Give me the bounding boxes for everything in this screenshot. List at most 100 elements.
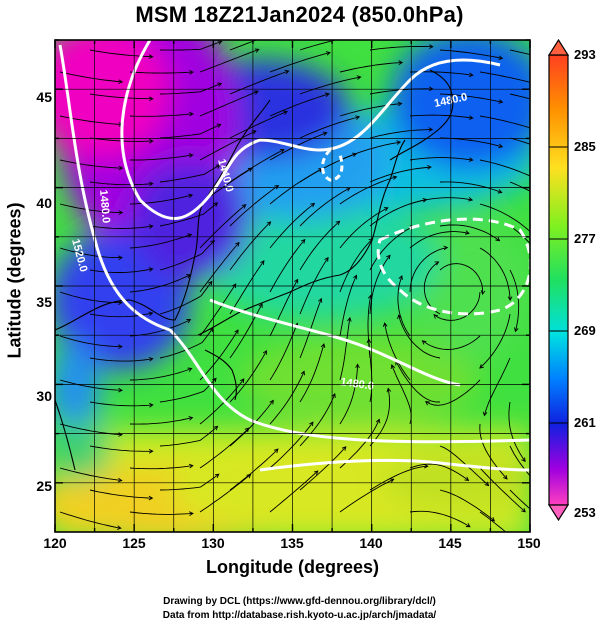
streamline bbox=[159, 426, 218, 447]
streamline bbox=[509, 93, 530, 100]
gridlines bbox=[55, 40, 530, 532]
streamline-arrow bbox=[347, 316, 352, 322]
streamline-arrow bbox=[356, 75, 362, 80]
streamline-arrow bbox=[495, 236, 501, 242]
streamline-arrow bbox=[260, 260, 265, 265]
streamline-arrow bbox=[313, 470, 319, 475]
streamline-arrow bbox=[482, 411, 488, 417]
streamline bbox=[422, 335, 481, 350]
streamline-arrow bbox=[300, 238, 306, 244]
streamline-arrow bbox=[397, 314, 402, 320]
streamline-arrow bbox=[254, 48, 260, 53]
streamline-arrow bbox=[118, 255, 123, 260]
streamline-arrow bbox=[234, 329, 239, 334]
streamline bbox=[199, 427, 250, 469]
streamline bbox=[59, 335, 122, 348]
streamline bbox=[229, 111, 288, 139]
y-axis-label: Latitude (degrees) bbox=[4, 202, 25, 359]
streamline-arrow bbox=[468, 72, 474, 78]
streamline-arrow bbox=[434, 261, 440, 266]
streamline-arrow bbox=[188, 416, 194, 421]
streamline-arrow bbox=[324, 92, 330, 98]
streamline-arrow bbox=[118, 165, 124, 171]
streamline bbox=[369, 46, 433, 51]
streamline-arrow bbox=[428, 127, 434, 132]
colorbar-tick-label: 253 bbox=[574, 505, 596, 520]
streamline-arrow bbox=[425, 401, 430, 406]
streamline bbox=[59, 467, 122, 481]
streamline-arrow bbox=[428, 44, 434, 49]
streamline bbox=[409, 157, 473, 161]
streamline-arrow bbox=[235, 241, 240, 247]
streamline bbox=[89, 181, 153, 186]
streamline bbox=[339, 103, 402, 117]
streamline-arrow bbox=[537, 128, 541, 132]
colorbar-tick-label: 277 bbox=[574, 231, 596, 246]
streamline-arrow bbox=[187, 233, 193, 238]
streamline bbox=[159, 281, 213, 315]
streamline-arrow bbox=[538, 83, 542, 87]
streamline-arrow bbox=[382, 322, 388, 327]
streamline-arrow bbox=[398, 275, 403, 281]
streamline-arrow bbox=[389, 478, 395, 483]
streamline bbox=[339, 62, 403, 73]
streamline-arrow bbox=[386, 387, 392, 393]
streamline bbox=[299, 298, 322, 359]
streamline bbox=[299, 40, 338, 51]
streamline-arrow bbox=[188, 153, 194, 158]
streamline bbox=[159, 83, 222, 95]
streamline bbox=[199, 130, 257, 161]
streamline-arrow bbox=[213, 425, 219, 431]
streamline-arrow bbox=[247, 167, 253, 172]
streamline bbox=[339, 478, 394, 513]
streamline bbox=[130, 154, 193, 161]
streamline-arrow bbox=[503, 474, 508, 480]
streamline bbox=[159, 377, 217, 403]
streamline bbox=[409, 510, 471, 528]
streamline bbox=[509, 225, 530, 245]
streamline bbox=[229, 448, 279, 491]
streamline bbox=[229, 40, 258, 51]
streamline bbox=[199, 378, 245, 425]
streamline-arrow bbox=[118, 210, 124, 215]
streamline-arrow bbox=[468, 157, 474, 162]
streamline bbox=[89, 93, 153, 100]
streamline-arrow bbox=[433, 314, 439, 319]
streamline-arrow bbox=[269, 399, 274, 405]
streamline-arrow bbox=[240, 378, 245, 384]
streamline bbox=[369, 166, 431, 183]
streamline bbox=[129, 465, 193, 470]
streamline-arrow bbox=[353, 274, 358, 280]
x-tick-label: 135 bbox=[280, 535, 304, 551]
streamline bbox=[159, 473, 220, 491]
streamline bbox=[89, 225, 153, 229]
streamline bbox=[425, 379, 481, 406]
streamline bbox=[369, 465, 428, 491]
streamline bbox=[59, 379, 123, 391]
y-tick-label: 35 bbox=[36, 294, 52, 310]
x-tick-label: 125 bbox=[122, 535, 146, 551]
streamline bbox=[339, 238, 373, 293]
streamline bbox=[199, 329, 239, 381]
colorbar-tick-label: 261 bbox=[574, 415, 596, 430]
streamline bbox=[269, 470, 319, 513]
streamline bbox=[433, 291, 481, 321]
streamline bbox=[199, 48, 259, 73]
x-tick-label: 130 bbox=[201, 535, 225, 551]
streamline-arrow bbox=[325, 51, 331, 56]
streamline-arrow bbox=[148, 54, 154, 59]
streamline bbox=[129, 194, 193, 205]
streamline bbox=[299, 116, 360, 139]
streamline-arrow bbox=[188, 463, 194, 469]
streamline bbox=[59, 247, 122, 259]
streamline-arrow bbox=[285, 28, 289, 32]
streamline bbox=[509, 489, 530, 510]
x-tick-label: 140 bbox=[359, 535, 383, 551]
streamline-arrow bbox=[274, 185, 280, 190]
streamline-arrow bbox=[253, 90, 259, 95]
streamline bbox=[269, 52, 331, 73]
streamline-arrow bbox=[309, 421, 314, 427]
streamline-arrow bbox=[479, 364, 484, 369]
colorbar bbox=[547, 38, 570, 522]
streamline bbox=[509, 137, 530, 145]
